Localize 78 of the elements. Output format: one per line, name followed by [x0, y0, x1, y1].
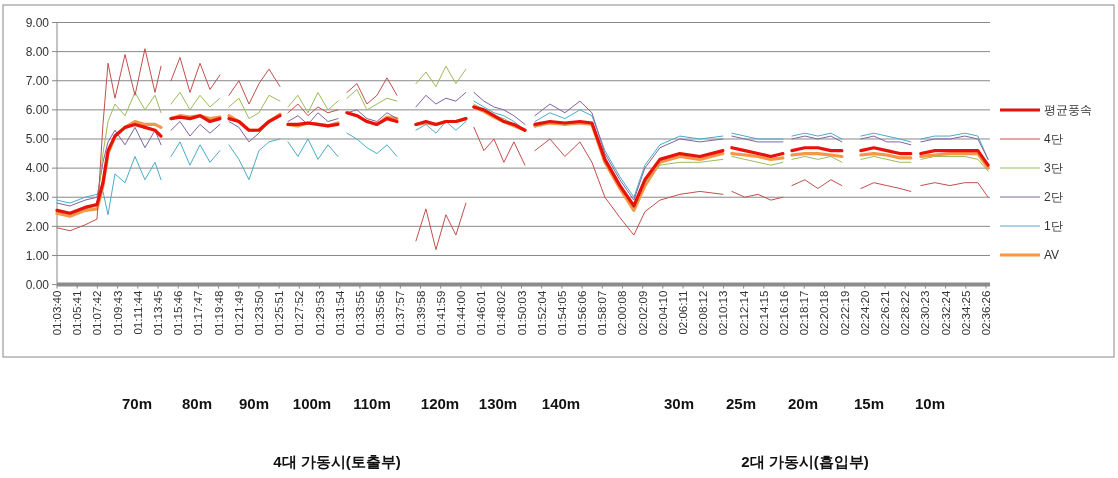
- x-tick-label: 01:19:48: [212, 290, 225, 336]
- x-tick-label: 01:03:40: [51, 290, 64, 336]
- y-tick-label: 2.00: [25, 219, 50, 234]
- x-tick-label: 01:21:49: [232, 290, 245, 336]
- x-tick-label: 01:52:04: [535, 290, 548, 336]
- text: 30m: [663, 395, 695, 412]
- x-tick-label: 02:00:08: [616, 290, 629, 336]
- x-tick-label: 02:32:24: [939, 290, 952, 336]
- x-tick-label: 02:26:21: [879, 290, 892, 336]
- x-tick-label: 01:11:44: [131, 290, 144, 335]
- legend-label: 2단: [1044, 190, 1063, 205]
- x-tick-label: 02:06:11: [677, 290, 690, 335]
- x-tick-label: 01:15:46: [172, 290, 185, 336]
- x-tick-label: 01:39:58: [414, 290, 427, 336]
- x-tick-label: 01:37:57: [394, 290, 407, 336]
- text: 80m: [181, 395, 213, 412]
- x-tick-label: 02:36:26: [980, 290, 992, 336]
- text: 110m: [353, 395, 391, 412]
- text: 25m: [725, 395, 757, 412]
- legend-label: AV: [1044, 248, 1060, 263]
- text: 70m: [121, 395, 153, 412]
- text: 140m: [541, 395, 581, 412]
- y-tick-label: 4.00: [25, 161, 50, 176]
- y-tick-label: 6.00: [25, 103, 50, 118]
- x-tick-label: 01:56:06: [576, 290, 589, 336]
- x-tick-label: 02:18:17: [798, 290, 811, 336]
- x-tick-label: 02:34:25: [959, 290, 972, 336]
- x-tick-label: 01:13:45: [152, 290, 165, 336]
- x-tick-label: 01:25:51: [273, 290, 286, 336]
- x-tick-label: 02:20:18: [818, 290, 831, 336]
- text: 20m: [787, 395, 819, 412]
- y-tick-label: 8.00: [25, 44, 50, 59]
- x-tick-label: 01:29:53: [313, 290, 326, 336]
- x-tick-label: 02:10:13: [717, 290, 730, 336]
- x-tick-label: 01:31:54: [333, 290, 346, 336]
- x-tick-label: 01:58:07: [596, 290, 609, 336]
- text: 100m: [292, 395, 332, 412]
- x-tick-label: 01:07:42: [91, 290, 104, 336]
- x-tick-label: 01:09:43: [111, 290, 124, 336]
- x-tick-label: 01:50:03: [515, 290, 528, 336]
- x-tick-label: 01:46:01: [475, 290, 488, 336]
- x-tick-label: 01:41:59: [434, 290, 447, 336]
- x-tick-label: 02:08:12: [697, 290, 710, 336]
- x-tick-label: 02:12:14: [737, 290, 750, 336]
- x-tick-label: 02:02:09: [636, 290, 649, 336]
- legend-label: 1단: [1044, 219, 1063, 234]
- x-tick-label: 02:28:22: [899, 290, 912, 336]
- text: 90m: [238, 395, 270, 412]
- x-tick-label: 01:48:02: [495, 290, 508, 336]
- x-tick-label: 01:35:56: [374, 290, 387, 336]
- x-tick-label: 02:16:16: [778, 290, 791, 336]
- text: 130m: [478, 395, 518, 412]
- x-tick-label: 02:22:19: [838, 290, 851, 336]
- x-tick-label: 01:44:00: [454, 290, 467, 336]
- y-tick-label: 5.00: [25, 132, 50, 147]
- x-tick-label: 02:04:10: [656, 290, 669, 336]
- x-tick-label: 02:14:15: [757, 290, 770, 336]
- text: 120m: [420, 395, 460, 412]
- text: 10m: [914, 395, 946, 412]
- x-tick-label: 01:27:52: [293, 290, 306, 336]
- text: 4대 가동시(토출부): [273, 453, 401, 470]
- y-tick-label: 1.00: [25, 248, 50, 263]
- x-tick-label: 02:30:23: [919, 290, 932, 336]
- x-tick-label: 01:33:55: [353, 290, 366, 336]
- x-tick-label: 02:24:20: [858, 290, 871, 336]
- text: 2대 가동시(흡입부): [741, 453, 869, 470]
- y-tick-label: 7.00: [25, 73, 50, 88]
- y-tick-label: 0.00: [25, 277, 50, 292]
- y-tick-label: 3.00: [25, 190, 50, 205]
- x-tick-label: 01:17:47: [192, 290, 205, 336]
- text: 15m: [853, 395, 885, 412]
- y-tick-label: 9.00: [25, 15, 50, 30]
- legend-label: 3단: [1044, 161, 1063, 176]
- legend-label: 4단: [1044, 132, 1063, 147]
- x-tick-label: 01:05:41: [71, 290, 84, 336]
- x-tick-label: 01:23:50: [252, 290, 265, 336]
- legend-label: 평균풍속: [1044, 103, 1092, 118]
- x-tick-label: 01:54:05: [555, 290, 568, 336]
